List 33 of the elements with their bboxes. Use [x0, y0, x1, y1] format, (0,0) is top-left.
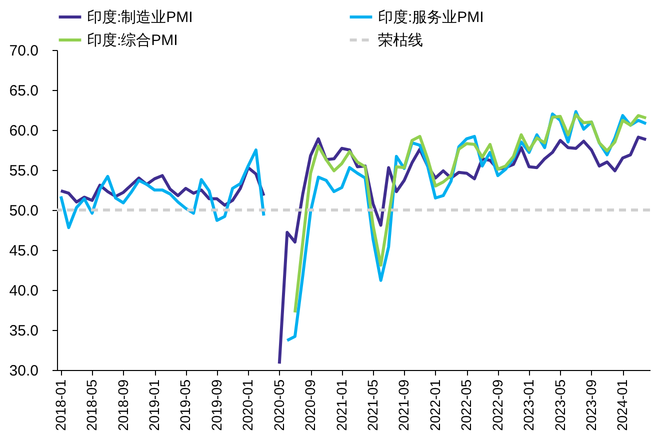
x-tick-label: 2020-05: [270, 379, 287, 431]
legend-label: 印度:综合PMI: [87, 32, 178, 49]
x-tick-label: 2018-09: [114, 379, 131, 431]
x-tick-label: 2020-09: [302, 379, 318, 431]
x-tick-label: 2021-09: [396, 379, 412, 431]
y-tick-label: 55.0: [9, 162, 38, 180]
y-tick-label: 60.0: [9, 122, 38, 140]
y-tick-label: 30.0: [9, 362, 38, 380]
x-tick-label: 2019-05: [177, 379, 194, 431]
x-tick-label: 2022-01: [426, 379, 443, 431]
y-tick-label: 40.0: [9, 282, 38, 300]
x-tick-label: 2018-01: [52, 379, 68, 431]
line-series: [293, 113, 648, 314]
x-tick-label: 2022-09: [489, 379, 506, 431]
x-tick-label: 2024-01: [614, 379, 630, 431]
x-tick-label: 2021-05: [364, 379, 381, 431]
legend-label: 印度:制造业PMI: [87, 9, 193, 26]
legend-label: 印度:服务业PMI: [378, 9, 484, 26]
x-tick-label: 2022-05: [458, 379, 474, 431]
y-tick-label: 45.0: [9, 242, 38, 260]
y-tick-label: 65.0: [9, 82, 38, 100]
x-tick-label: 2018-05: [84, 379, 100, 431]
x-tick-label: 2023-05: [552, 379, 568, 431]
x-tick-label: 2020-01: [240, 379, 256, 431]
y-tick-label: 50.0: [9, 202, 38, 220]
y-tick-label: 70.0: [9, 42, 38, 60]
legend-label: 荣枯线: [378, 32, 423, 49]
x-tick-label: 2019-09: [208, 379, 224, 431]
y-tick-label: 35.0: [9, 322, 38, 340]
x-tick-label: 2023-09: [582, 379, 599, 431]
x-tick-label: 2019-01: [146, 379, 162, 431]
x-tick-label: 2021-01: [333, 379, 350, 431]
x-tick-label: 2023-01: [520, 379, 537, 431]
